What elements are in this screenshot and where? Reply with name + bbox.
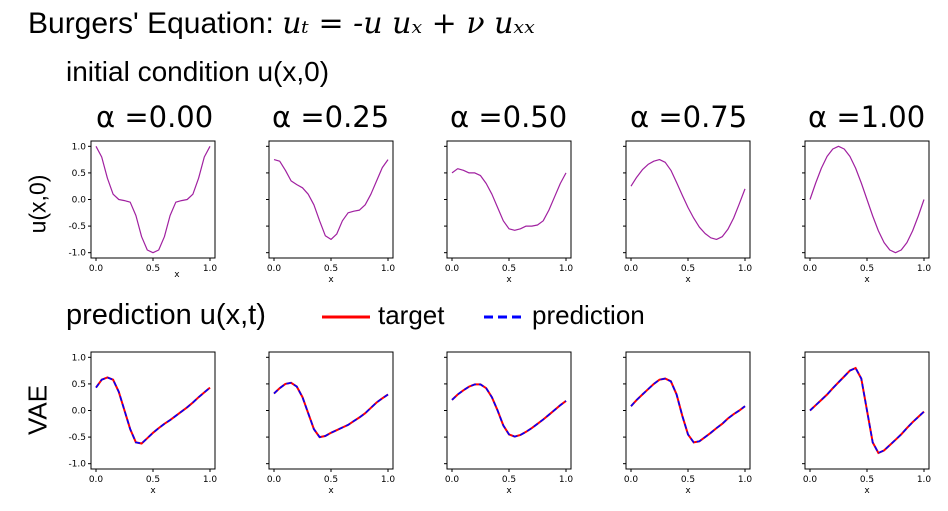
x-tick-label: 0.5 [502,475,516,485]
initial-condition-line [95,146,211,254]
x-tick-label: 0.5 [324,264,338,274]
axes-frame [90,351,216,470]
x-axis-label: x [150,486,156,496]
x-axis-label: x [864,275,870,285]
x-tick-label: 0.0 [267,264,282,274]
prediction-line [273,381,389,438]
x-tick-label: 0.0 [624,264,639,274]
axes-frame [446,351,572,470]
alpha-title-2: α =0.50 [450,100,568,134]
x-tick-label: 0.0 [89,475,104,485]
y-tick-label: 0.0 [72,407,87,417]
x-tick-label: 1.0 [381,264,396,274]
x-tick-label: 0.5 [146,475,160,485]
prediction-heading: prediction u(x,t) [66,299,266,331]
target-line [95,376,211,445]
x-axis-label: x [174,270,180,280]
axes-frame [625,351,751,470]
x-tick-label: 0.5 [324,475,338,485]
x-tick-label: 1.0 [203,264,218,274]
x-tick-label: 0.0 [267,475,282,485]
target-line [273,381,389,439]
initial-condition-line [273,159,389,240]
x-tick-label: 0.5 [681,264,695,274]
legend-prediction-label: prediction [532,300,645,330]
x-tick-label: 1.0 [917,264,932,274]
initial-condition-heading: initial condition u(x,0) [66,56,330,87]
x-axis-label: x [685,486,691,496]
x-tick-label: 1.0 [738,264,753,274]
x-axis-label: x [328,275,334,285]
x-tick-label: 0.0 [803,264,818,274]
y-tick-label: -0.5 [68,433,86,443]
initial-condition-line [630,159,746,240]
x-axis-label: x [864,486,870,496]
x-tick-label: 1.0 [559,475,574,485]
x-tick-label: 0.5 [146,264,160,274]
x-axis-label: x [328,486,334,496]
y-tick-label: 0.5 [72,380,86,390]
y-tick-label: -0.5 [68,222,86,232]
x-tick-label: 1.0 [381,475,396,485]
initial-condition-line [809,145,925,254]
axes-frame [90,140,216,259]
alpha-title-0: α =0.00 [96,100,214,134]
alpha-title-4: α =1.00 [808,100,926,134]
x-tick-label: 1.0 [738,475,753,485]
prediction-line [95,376,211,445]
x-tick-label: 0.0 [89,264,104,274]
x-tick-label: 1.0 [559,264,574,274]
x-tick-label: 1.0 [203,475,218,485]
legend-swatches [322,315,526,319]
title-equation: uₜ = -u uₓ + ν uₓₓ [282,6,535,41]
x-tick-label: 0.5 [860,264,874,274]
y-tick-label: -1.0 [68,249,86,259]
title-prefix: Burgers' Equation: [28,7,274,40]
target-line [451,383,567,438]
prediction-line [630,377,746,444]
axes-frame [625,140,751,259]
x-tick-label: 0.5 [502,264,516,274]
alpha-title-3: α =0.75 [630,100,748,134]
x-tick-label: 0.0 [624,475,639,485]
axes-frame [446,140,572,259]
x-tick-label: 0.0 [803,475,818,485]
alpha-title-1: α =0.25 [272,100,390,134]
x-axis-label: x [506,486,512,496]
prediction-line [451,383,567,438]
initial-condition-line [451,168,567,231]
main-title: Burgers' Equation: uₜ = -u uₓ + ν uₓₓ [28,6,535,41]
x-tick-label: 1.0 [917,475,932,485]
x-axis-label: x [506,275,512,285]
x-tick-label: 0.0 [445,475,460,485]
y-tick-label: 0.5 [72,169,86,179]
axes-frame [268,140,394,259]
y-tick-label: 1.0 [72,142,87,152]
x-tick-label: 0.5 [860,475,874,485]
x-tick-label: 0.0 [445,264,460,274]
y-tick-label: 1.0 [72,353,87,363]
prediction-line [809,366,925,455]
legend: target prediction [322,300,662,334]
y-tick-label: 0.0 [72,196,87,206]
y-tick-label: -1.0 [68,460,86,470]
legend-target-label: target [378,300,445,330]
axes-frame [268,351,394,470]
x-tick-label: 0.5 [681,475,695,485]
x-axis-label: x [685,275,691,285]
